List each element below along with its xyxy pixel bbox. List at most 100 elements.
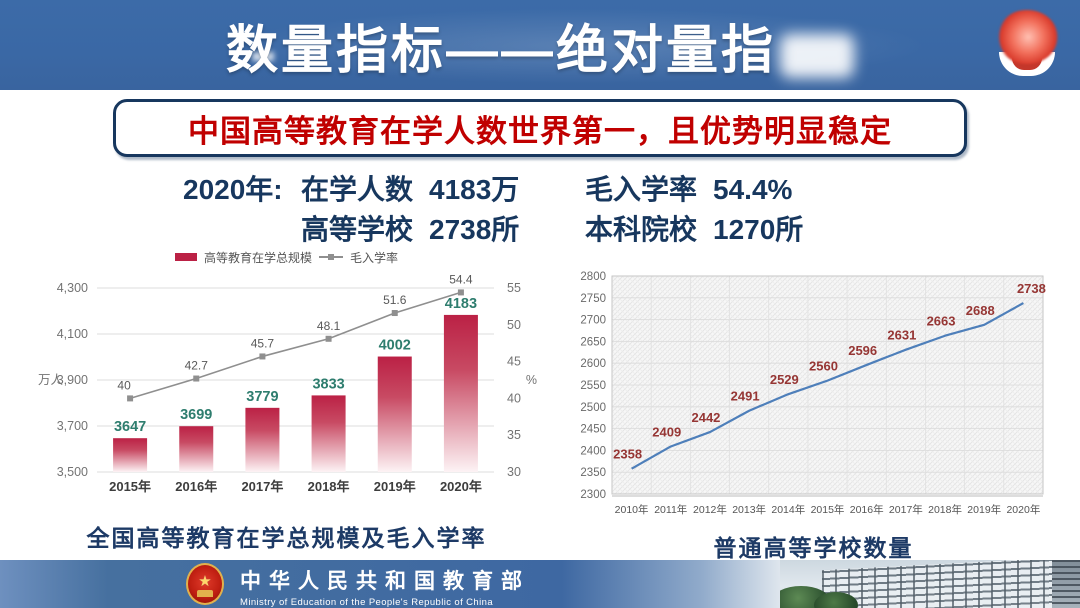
marker-2019年 [391, 310, 398, 317]
title-blur-smudge [780, 33, 854, 78]
building-side [1052, 560, 1080, 608]
svg-text:2650: 2650 [580, 336, 606, 348]
point-label-2016年: 2596 [848, 343, 877, 358]
svg-text:4002: 4002 [379, 338, 411, 354]
svg-text:%: % [526, 373, 537, 387]
svg-text:3,900: 3,900 [57, 373, 88, 387]
svg-text:2012年: 2012年 [693, 503, 727, 516]
chart2-caption: 普通高等学校数量 [713, 535, 914, 562]
emblem-star: ★ [198, 572, 212, 590]
stat-label: 本科院校 [585, 214, 698, 245]
stats-row-1: 2020年: 在学人数 4183万 毛入学率 54.4% [183, 170, 803, 210]
svg-text:2750: 2750 [580, 293, 606, 305]
point-label-2020年: 2738 [1017, 281, 1046, 296]
bar-2015年 [113, 438, 148, 472]
stat-label: 在学人数 [301, 174, 414, 205]
chart1-legend: 高等教育在学总规模 毛入学率 [33, 248, 540, 266]
svg-text:2016年: 2016年 [175, 479, 217, 494]
footer-text: 中华人民共和国教育部 Ministry of Education of the … [240, 565, 530, 608]
svg-text:4,300: 4,300 [57, 281, 88, 295]
svg-text:3647: 3647 [114, 419, 146, 435]
svg-text:30: 30 [507, 465, 521, 479]
point-label-2019年: 2688 [966, 303, 995, 318]
enrollment-chart: 高等教育在学总规模 毛入学率 3,500 3,700 3,900 4,100 4,300… [33, 248, 540, 503]
point-label-2013年: 2491 [731, 389, 760, 404]
highlight-text: 中国高等教育在学人数世界第一，且优势明显稳定 [188, 113, 892, 149]
svg-text:2700: 2700 [580, 315, 606, 327]
svg-text:2017年: 2017年 [889, 503, 923, 516]
svg-text:2013年: 2013年 [732, 503, 766, 516]
stat-hei-count: 高等学校 2738所 [301, 210, 585, 250]
svg-text:35: 35 [507, 428, 521, 442]
svg-text:3,500: 3,500 [57, 465, 88, 479]
stats-year: 2020年: [183, 174, 283, 205]
marker-2015年 [127, 395, 134, 402]
svg-text:40: 40 [507, 391, 521, 405]
legend-bar-label: 高等教育在学总规模 [203, 250, 312, 265]
stat-enrollment: 在学人数 4183万 [301, 170, 585, 210]
universities-chart: 2300 2350 2400 2450 2500 2550 2600 2650 2700 2750… [570, 264, 1057, 527]
point-label-2010年: 2358 [613, 447, 642, 462]
point-label-2011年: 2409 [652, 424, 681, 439]
stat-value: 1270所 [713, 214, 804, 245]
bar-2017年 [245, 407, 280, 472]
point-label-2018年: 2663 [927, 314, 956, 329]
building-photo [780, 560, 1080, 608]
svg-text:42.7: 42.7 [185, 359, 209, 373]
stats-block: 2020年: 在学人数 4183万 毛入学率 54.4% 高等学校 2738所 … [183, 170, 803, 250]
emblem-gate [197, 590, 213, 597]
stats-row-2: 高等学校 2738所 本科院校 1270所 [183, 210, 803, 250]
page-title-text: 数量指标——绝对量指 [225, 21, 776, 80]
banner-artifact [252, 52, 274, 61]
legend-line-swatch [319, 254, 343, 260]
stat-value: 2738所 [429, 214, 520, 245]
svg-text:3,700: 3,700 [57, 419, 88, 433]
svg-text:45: 45 [507, 355, 521, 369]
svg-text:4183: 4183 [445, 296, 477, 312]
legend-line-marker [328, 254, 334, 260]
enrollment-chart-svg: 3,500 3,700 3,900 4,100 4,300 万人 30 35 40 45 50 55%… [38, 272, 537, 494]
marker-2018年 [325, 335, 332, 342]
svg-text:2010年: 2010年 [615, 503, 649, 516]
stat-gross-rate: 毛入学率 54.4% [585, 170, 792, 210]
svg-text:45.7: 45.7 [251, 336, 275, 350]
stat-label: 毛入学率 [585, 174, 698, 205]
point-label-2012年: 2442 [691, 410, 720, 425]
svg-text:2020年: 2020年 [440, 479, 482, 494]
svg-text:2450: 2450 [580, 424, 606, 436]
svg-text:55: 55 [507, 281, 521, 295]
svg-text:3779: 3779 [246, 389, 278, 405]
svg-text:48.1: 48.1 [317, 319, 341, 333]
highlight-box: 中国高等教育在学人数世界第一，且优势明显稳定 [113, 99, 967, 157]
svg-text:54.4: 54.4 [449, 272, 473, 286]
svg-text:2011年: 2011年 [654, 503, 687, 516]
point-label-2017年: 2631 [887, 328, 916, 343]
bar-2018年 [311, 395, 346, 472]
svg-text:2016年: 2016年 [850, 503, 884, 516]
svg-text:2350: 2350 [580, 467, 606, 479]
marker-2016年 [193, 375, 200, 382]
svg-text:2015年: 2015年 [811, 503, 845, 516]
svg-text:2500: 2500 [580, 402, 606, 414]
legend-bar-swatch [174, 253, 197, 261]
red-emblem-icon [996, 10, 1060, 78]
page-title: 数量指标——绝对量指 [226, 8, 854, 83]
legend-line-label: 毛入学率 [350, 250, 399, 265]
svg-text:2019年: 2019年 [374, 479, 416, 494]
marker-2020年 [457, 289, 464, 296]
tree [814, 592, 858, 608]
svg-text:2800: 2800 [580, 271, 606, 283]
svg-text:3833: 3833 [312, 376, 344, 392]
bar-2020年 [443, 314, 478, 472]
stat-undergrad-count: 本科院校 1270所 [585, 210, 803, 250]
svg-text:2017年: 2017年 [241, 479, 283, 494]
svg-text:2300: 2300 [580, 489, 606, 501]
svg-text:2400: 2400 [580, 445, 606, 457]
svg-text:4,100: 4,100 [57, 327, 88, 341]
point-label-2014年: 2529 [770, 372, 799, 387]
svg-text:50: 50 [507, 318, 521, 332]
svg-text:2014年: 2014年 [771, 503, 805, 516]
footer-bar: ★ 中华人民共和国教育部 Ministry of Education of th… [0, 560, 1080, 608]
svg-text:2600: 2600 [580, 358, 606, 370]
